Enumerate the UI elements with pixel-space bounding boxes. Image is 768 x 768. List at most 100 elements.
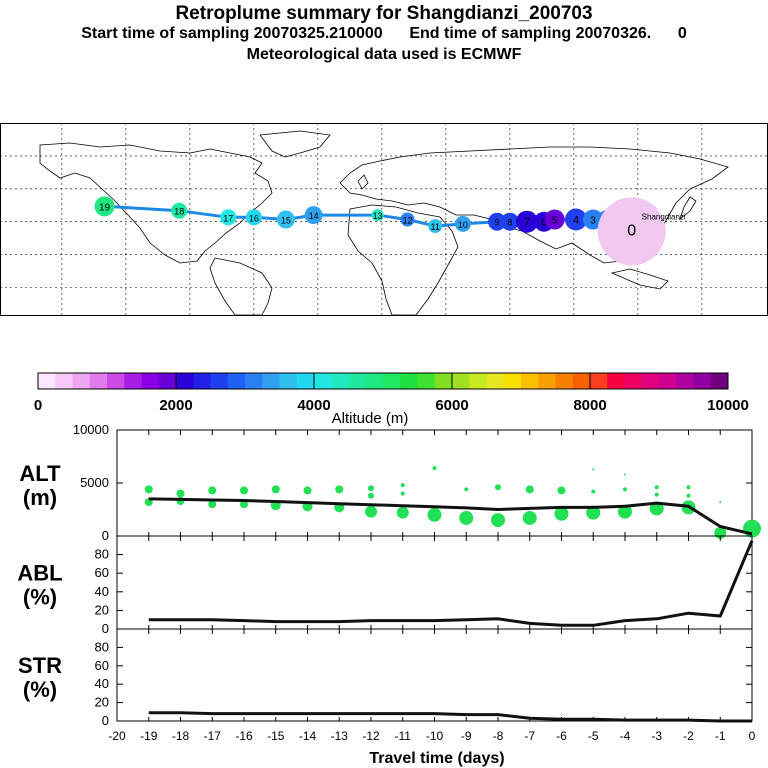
scatter-point [303,486,312,495]
x-tick-label: -13 [331,729,349,743]
plume-cluster: 8 [500,212,519,231]
colorbar-cell [710,373,729,389]
panel-label: ABL [17,561,62,586]
scatter-point [368,485,374,492]
cluster-circle [220,209,237,226]
x-tick-label: -8 [493,729,504,743]
coastline-greenland [259,130,331,158]
panel-frame [116,628,753,722]
x-tick-label: -6 [556,729,567,743]
colorbar-cell [383,373,401,389]
coastline-japan [679,196,697,221]
plume-cluster: 14 [304,206,323,225]
colorbar-cell [607,373,625,389]
scatter-point [591,489,596,494]
colorbar-cell [210,373,229,389]
cluster-day-label: 16 [249,213,259,223]
colorbar-cell [72,373,91,389]
x-axis-label: Travel time (days) [369,750,504,767]
y-tick-label: 60 [95,565,109,580]
cluster-circle [94,196,115,217]
y-tick-label: 20 [95,602,109,617]
cluster-circle [245,209,262,226]
cluster-day-label: 15 [281,216,291,226]
plume-cluster: 16 [245,209,262,226]
colorbar-cell [590,373,608,389]
colorbar-cell [279,373,298,389]
colorbar-tick-label: 0 [34,397,42,414]
colorbar-cell [141,373,160,389]
scatter-point [427,507,442,522]
scatter-point [495,484,501,491]
y-tick-label: 10000 [73,422,109,437]
scatter-point [240,500,248,509]
colorbar-cell [521,373,539,389]
colorbar-cell [38,373,56,389]
y-tick-label: 0 [102,621,109,636]
cluster-circle [565,208,587,231]
scatter-point [743,519,761,538]
cluster-circle [428,219,443,234]
x-tick-label: -5 [588,729,599,743]
scatter-point [525,485,534,494]
scatter-point [522,510,537,525]
panel-unit-label: (%) [23,585,57,610]
plume-cluster: 15 [276,210,295,229]
plume-cluster: 18 [171,202,188,219]
colorbar-cell [262,373,280,389]
plume-cluster: 17 [220,209,237,226]
cluster-day-label: 6 [541,218,547,229]
colorbar-tick-label: 8000 [573,397,606,414]
scatter-point [464,487,469,492]
coastline-uk [357,174,369,190]
panel-str: 0 20 40 60 80 STR(%) [18,628,753,728]
cluster-day-label: 19 [99,202,111,213]
colorbar-cell [452,373,470,389]
colorbar-tick-label: 2000 [159,397,192,414]
colorbar-cell [55,373,73,389]
scatter-point [491,513,505,528]
cluster-circle [454,215,471,232]
colorbar-cell [365,373,384,389]
cluster-day-label: 8 [507,218,512,228]
colorbar-tick-label: 10000 [707,397,749,414]
cluster-day-label: 7 [524,217,530,229]
colorbar-cell [245,373,263,389]
x-tick-label: -19 [140,729,158,743]
colorbar-cell [348,373,367,389]
x-tick-label: -9 [461,729,472,743]
series-line [148,497,753,536]
colorbar-cell [538,373,556,389]
cluster-day-label: 3 [590,216,596,227]
colorbar-cell [227,373,246,389]
x-tick-label: -18 [172,729,190,743]
scatter-point [365,505,377,518]
sampling-time-info: Start time of sampling 20070325.210000 E… [81,25,687,42]
plume-cluster: 7 [515,210,538,233]
altitude-scatter [144,466,761,539]
y-tick-label: 5000 [80,475,109,490]
cluster-day-label: 0 [627,222,636,239]
coastline-southeast-asia [610,268,669,290]
plume-cluster: 5 [544,209,565,230]
colorbar-cell [624,373,643,389]
plume-cluster: 10 [454,215,471,232]
scatter-point [400,483,405,488]
scatter-point [686,493,691,498]
scatter-point [208,486,217,495]
series-line [148,540,754,627]
x-tick-label: -11 [395,729,412,743]
panel-label: ALT [19,461,61,486]
panel-unit-label: (%) [23,677,57,702]
scatter-point [592,468,595,471]
panel-abl: 0 20 40 60 80 ABL(%) [17,535,754,636]
scatter-point [368,492,374,499]
cluster-circle [500,212,519,231]
plume-cluster: 11 [428,219,443,234]
meteorological-data-info: Meteorological data used is ECMWF [246,46,522,63]
colorbar-tick-label: 4000 [297,397,330,414]
x-tick-label: 0 [749,729,756,743]
scatter-point [396,506,409,519]
scatter-point [554,506,569,521]
cluster-circle [400,212,415,227]
